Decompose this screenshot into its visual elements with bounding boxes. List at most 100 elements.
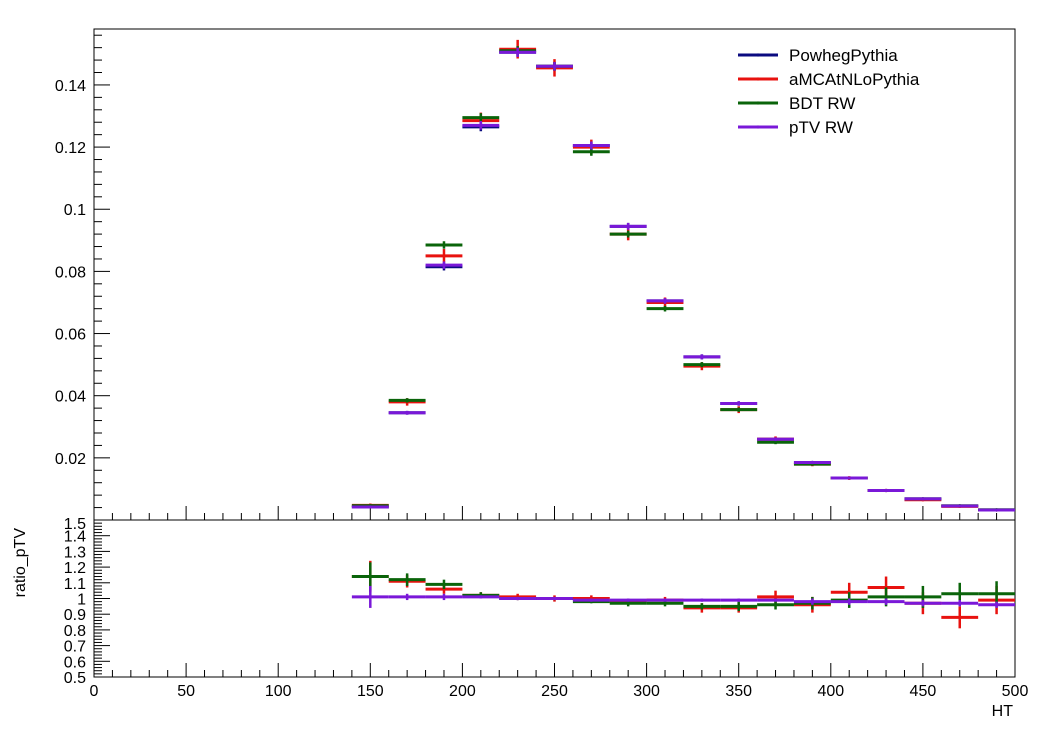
ratio-point	[479, 595, 483, 599]
ratio-x-tick-label: 400	[817, 683, 844, 700]
ratio-y-axis-label: ratio_pTV	[12, 528, 29, 598]
main-point	[663, 299, 667, 303]
ratio-point	[773, 603, 778, 607]
main-point	[552, 64, 557, 68]
main-point	[368, 505, 372, 509]
ratio-point	[884, 595, 888, 599]
legend-swatch-dot	[756, 101, 760, 105]
ratio-x-tick-label: 50	[177, 683, 195, 700]
ratio-x-tick-label: 450	[910, 683, 937, 700]
main-point	[479, 115, 483, 120]
ratio-point	[589, 598, 593, 602]
ratio-point	[700, 598, 704, 602]
ratio-point	[810, 600, 814, 604]
ratio-point	[773, 598, 778, 602]
ratio-y-tick-label: 0.6	[64, 654, 86, 671]
ratio-point	[737, 598, 741, 602]
legend-entry: pTV RW	[789, 118, 853, 137]
main-point	[994, 508, 999, 512]
legend-swatch-dot	[756, 77, 760, 81]
main-point	[773, 440, 778, 444]
main-point	[626, 232, 630, 236]
ratio-y-tick-label: 1.3	[64, 544, 86, 561]
main-point	[442, 243, 446, 247]
legend: PowhegPythia aMCAtNLoPythia BDT RW pTV RW	[738, 46, 920, 137]
ratio-y-tick-label: 0.9	[64, 607, 86, 624]
ratio-point	[405, 578, 409, 582]
main-y-tick-label: 0.06	[55, 327, 86, 344]
ratio-point	[773, 595, 778, 599]
ratio-point	[847, 600, 851, 604]
main-point	[405, 411, 409, 415]
ratio-point	[442, 582, 446, 586]
ratio-point	[405, 595, 409, 599]
ratio-point	[884, 600, 888, 604]
ratio-x-tick-label: 350	[725, 683, 752, 700]
legend-entry: BDT RW	[789, 94, 855, 113]
ratio-y-tick-label: 1.4	[64, 529, 86, 546]
ratio-y-tick-label: 1	[77, 592, 86, 609]
main-point	[847, 476, 851, 480]
ratio-point	[663, 601, 667, 605]
main-plot-panel: 0.02 0.04 0.06 0.08 0.1 0.12 0.14	[55, 28, 1016, 521]
ratio-point	[994, 592, 999, 596]
main-point	[663, 307, 667, 311]
main-point	[442, 254, 446, 258]
ratio-y-tick-label: 1.1	[64, 576, 86, 593]
ratio-y-tick-label: 0.5	[64, 670, 86, 687]
main-point	[516, 50, 520, 54]
ratio-point	[737, 604, 741, 608]
main-point	[773, 437, 778, 441]
ratio-x-tick-label: 200	[449, 683, 476, 700]
ratio-point	[921, 595, 925, 599]
ratio-y-tick-label: 1.2	[64, 560, 86, 577]
main-y-tick-label: 0.02	[55, 451, 86, 468]
ratio-point	[958, 601, 962, 605]
ratio-x-tick-label: 250	[541, 683, 568, 700]
ratio-x-tick-label: 300	[633, 683, 660, 700]
main-point	[589, 143, 593, 148]
main-point	[810, 460, 814, 465]
main-point	[626, 224, 630, 228]
ratio-point	[516, 596, 520, 601]
main-point	[700, 355, 704, 359]
ratio-point	[626, 601, 630, 605]
ratio-x-tick-label: 500	[1002, 683, 1029, 700]
main-point	[737, 408, 741, 412]
main-series-3	[351, 47, 1015, 512]
ratio-y-tick-label: 0.8	[64, 623, 86, 640]
main-point	[442, 263, 446, 267]
main-y-tick-label: 0.14	[55, 78, 86, 95]
legend-entry: PowhegPythia	[789, 46, 898, 65]
legend-swatch-dot	[756, 53, 760, 57]
ratio-series-2	[351, 585, 1015, 608]
ratio-point	[626, 598, 630, 602]
main-y-tick-label: 0.08	[55, 264, 86, 281]
legend-swatch-dot	[756, 125, 760, 129]
ratio-point	[442, 595, 446, 599]
main-point	[958, 504, 962, 508]
ratio-point	[958, 592, 962, 596]
ratio-x-tick-label: 150	[357, 683, 384, 700]
main-point	[700, 363, 704, 367]
ratio-point	[663, 598, 667, 602]
main-point	[479, 123, 483, 127]
ratio-point	[552, 596, 557, 601]
ratio-point	[368, 574, 372, 579]
legend-entry: aMCAtNLoPythia	[789, 70, 920, 89]
ratio-point	[368, 595, 372, 599]
x-axis-label: HT	[992, 703, 1014, 720]
main-y-tick-label: 0.04	[55, 389, 86, 406]
main-y-tick-label: 0.1	[64, 202, 86, 219]
ratio-point	[921, 601, 925, 605]
ratio-point	[958, 615, 962, 619]
main-point	[884, 488, 888, 493]
main-point	[589, 150, 593, 154]
main-point	[405, 398, 409, 402]
ratio-plot-panel: 0 50 100 150 200 250 300 350 400 450 5000.50.60.70…	[64, 516, 1029, 700]
ratio-x-tick-label: 100	[265, 683, 292, 700]
main-y-tick-label: 0.12	[55, 140, 86, 157]
ratio-point	[994, 603, 999, 607]
